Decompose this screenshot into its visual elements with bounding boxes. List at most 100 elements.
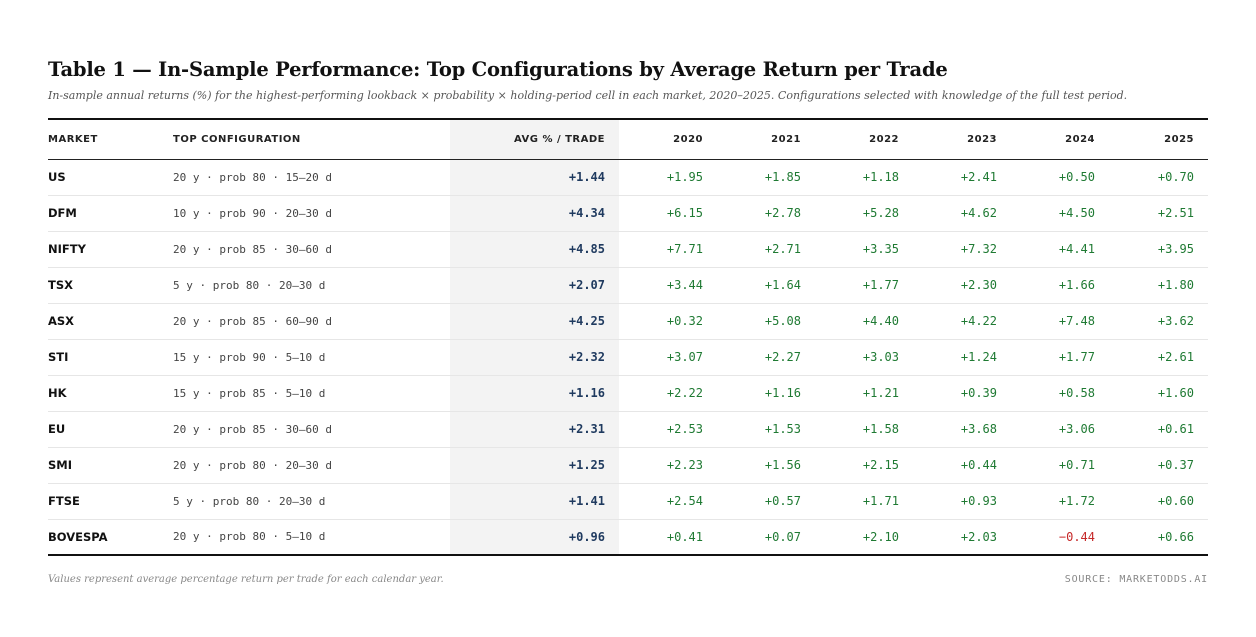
performance-table: MARKET TOP CONFIGURATION AVG % / TRADE 2… — [48, 118, 1208, 556]
market-cell: TSX — [48, 267, 173, 304]
year-value-cell: +1.66 — [1011, 267, 1109, 304]
table-footer: Values represent average percentage retu… — [48, 574, 1208, 588]
year-value-cell: +2.03 — [960, 529, 997, 544]
year-value-cell: +1.64 — [717, 267, 815, 304]
config-cell: 5 y · prob 80 · 20–30 d — [173, 267, 450, 304]
year-value-cell: +2.22 — [619, 375, 717, 412]
year-value-cell: +2.61 — [1109, 339, 1208, 376]
table-header: MARKET TOP CONFIGURATION AVG % / TRADE 2… — [48, 119, 1208, 160]
year-value-cell: +1.56 — [717, 447, 815, 484]
year-value-cell: −0.44 — [1058, 529, 1095, 544]
year-value-cell: +3.62 — [1109, 303, 1208, 340]
table-row: EU 20 y · prob 85 · 30–60 d +2.31 +2.53 +1.5… — [48, 411, 1208, 448]
year-value-cell: +1.60 — [1109, 375, 1208, 412]
year-value-cell: +0.57 — [717, 483, 815, 520]
header-row: MARKET TOP CONFIGURATION AVG % / TRADE 2… — [48, 119, 1208, 160]
year-value-cell: +1.53 — [717, 411, 815, 448]
year-value-cell: +4.62 — [913, 195, 1011, 232]
year-value-cell: +1.16 — [717, 375, 815, 412]
column-header-2025: 2025 — [1109, 119, 1208, 160]
year-value-cell: +3.07 — [619, 339, 717, 376]
avg-cell: +4.34 — [450, 195, 619, 232]
table-row: BOVESPA 20 y · prob 80 · 5–10 d +0.96 +0.41… — [48, 519, 1208, 555]
avg-cell: +0.96 — [450, 519, 619, 555]
table-row: TSX 5 y · prob 80 · 20–30 d +2.07 +3.44 +1.6… — [48, 267, 1208, 304]
column-header-2020: 2020 — [619, 119, 717, 160]
year-value-cell: +1.80 — [1109, 267, 1208, 304]
table-row: NIFTY 20 y · prob 85 · 30–60 d +4.85 +7.71 +… — [48, 231, 1208, 268]
config-cell: 20 y · prob 85 · 30–60 d — [173, 411, 450, 448]
year-value-cell: +2.27 — [717, 339, 815, 376]
year-value-cell: +0.61 — [1109, 411, 1208, 448]
year-value-cell: +2.71 — [717, 231, 815, 268]
year-value-cell: +2.15 — [815, 447, 913, 484]
year-value-cell: +1.21 — [815, 375, 913, 412]
column-header-2023: 2023 — [913, 119, 1011, 160]
market-cell: ASX — [48, 303, 173, 340]
year-value-cell: +3.06 — [1011, 411, 1109, 448]
table-figure: Table 1 — In-Sample Performance: Top Con… — [48, 56, 1208, 556]
config-cell: 5 y · prob 80 · 20–30 d — [173, 483, 450, 520]
year-value-cell: +0.32 — [619, 303, 717, 340]
config-cell: 20 y · prob 80 · 15–20 d — [173, 159, 450, 196]
source-credit: SOURCE: MARKETODDS.AI — [1064, 574, 1208, 585]
year-value-cell: +0.37 — [1109, 447, 1208, 484]
footer-note: Values represent average percentage retu… — [48, 574, 444, 585]
table-row: US 20 y · prob 80 · 15–20 d +1.44 +1.95 +1.8… — [48, 159, 1208, 196]
year-value-cell: +7.71 — [619, 231, 717, 268]
avg-cell: +2.07 — [450, 267, 619, 304]
year-value-cell: +2.51 — [1109, 195, 1208, 232]
year-value-cell: +2.41 — [913, 159, 1011, 196]
year-value-cell: +2.54 — [619, 483, 717, 520]
table-body: US 20 y · prob 80 · 15–20 d +1.44 +1.95 +1.8… — [48, 159, 1208, 555]
year-value-cell: +3.35 — [815, 231, 913, 268]
table-row: STI 15 y · prob 90 · 5–10 d +2.32 +3.07 +2.2… — [48, 339, 1208, 376]
year-value-cell: +0.93 — [913, 483, 1011, 520]
year-value-cell: +4.22 — [913, 303, 1011, 340]
table-subtitle: In-sample annual returns (%) for the hig… — [48, 89, 1128, 102]
year-value-cell: +2.30 — [913, 267, 1011, 304]
year-value-cell: +1.77 — [1011, 339, 1109, 376]
avg-cell: +1.41 — [450, 483, 619, 520]
market-cell: US — [48, 159, 173, 196]
config-cell: 20 y · prob 85 · 60–90 d — [173, 303, 450, 340]
year-value-cell: +2.53 — [619, 411, 717, 448]
year-value-cell: +0.39 — [913, 375, 1011, 412]
market-cell: SMI — [48, 447, 173, 484]
column-header-avg: AVG % / TRADE — [450, 119, 619, 160]
config-cell: 15 y · prob 90 · 5–10 d — [173, 339, 450, 376]
column-header-2021: 2021 — [717, 119, 815, 160]
year-value-cell: +0.50 — [1011, 159, 1109, 196]
year-value-cell: +2.23 — [619, 447, 717, 484]
table-title: Table 1 — In-Sample Performance: Top Con… — [48, 58, 948, 81]
year-value-cell: +0.71 — [1011, 447, 1109, 484]
config-cell: 20 y · prob 85 · 30–60 d — [173, 231, 450, 268]
year-value-cell: +3.68 — [913, 411, 1011, 448]
year-value-cell: +0.41 — [666, 529, 703, 544]
config-cell: 20 y · prob 80 · 20–30 d — [173, 447, 450, 484]
year-value-cell: +4.41 — [1011, 231, 1109, 268]
year-value-cell: +6.15 — [619, 195, 717, 232]
avg-cell: +1.44 — [450, 159, 619, 196]
config-cell: 10 y · prob 90 · 20–30 d — [173, 195, 450, 232]
year-value-cell: +0.58 — [1011, 375, 1109, 412]
avg-cell: +2.32 — [450, 339, 619, 376]
avg-cell: +1.25 — [450, 447, 619, 484]
year-value-cell: +3.44 — [619, 267, 717, 304]
table-row: SMI 20 y · prob 80 · 20–30 d +1.25 +2.23 +1.… — [48, 447, 1208, 484]
year-value-cell: +4.40 — [815, 303, 913, 340]
year-value-cell: +4.50 — [1011, 195, 1109, 232]
market-cell: EU — [48, 411, 173, 448]
year-value-cell: +1.71 — [815, 483, 913, 520]
year-value-cell: +1.77 — [815, 267, 913, 304]
year-value-cell: +5.08 — [717, 303, 815, 340]
year-value-cell: +1.85 — [717, 159, 815, 196]
column-header-2024: 2024 — [1011, 119, 1109, 160]
avg-cell: +4.85 — [450, 231, 619, 268]
year-value-cell: +0.66 — [1157, 529, 1194, 544]
market-cell: BOVESPA — [48, 529, 108, 544]
column-header-market: MARKET — [48, 119, 173, 160]
table-row: ASX 20 y · prob 85 · 60–90 d +4.25 +0.32 +5.… — [48, 303, 1208, 340]
year-value-cell: +3.95 — [1109, 231, 1208, 268]
year-value-cell: +0.70 — [1109, 159, 1208, 196]
